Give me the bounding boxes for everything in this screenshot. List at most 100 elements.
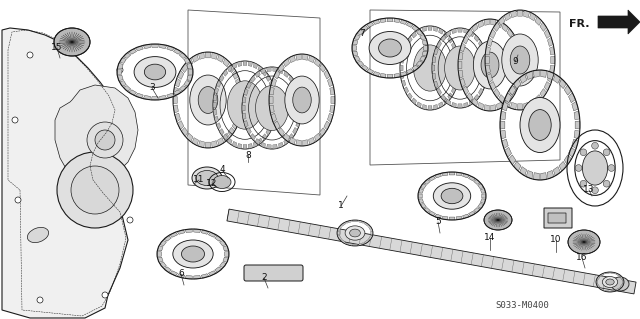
Polygon shape <box>328 78 333 87</box>
Polygon shape <box>269 123 274 129</box>
Polygon shape <box>177 70 184 79</box>
Polygon shape <box>170 232 178 237</box>
Polygon shape <box>284 138 289 145</box>
Polygon shape <box>457 65 460 71</box>
Ellipse shape <box>413 45 447 91</box>
Polygon shape <box>420 56 426 62</box>
Polygon shape <box>354 56 360 62</box>
Text: 15: 15 <box>51 43 63 53</box>
Polygon shape <box>442 216 448 220</box>
Polygon shape <box>438 102 444 108</box>
Polygon shape <box>273 109 276 115</box>
Polygon shape <box>173 87 179 95</box>
Text: 16: 16 <box>576 254 588 263</box>
Polygon shape <box>164 236 172 241</box>
Polygon shape <box>214 267 222 272</box>
Polygon shape <box>452 102 456 108</box>
Polygon shape <box>357 29 364 35</box>
Ellipse shape <box>227 81 262 129</box>
Polygon shape <box>509 155 516 165</box>
Polygon shape <box>533 173 540 180</box>
Polygon shape <box>246 128 252 135</box>
Polygon shape <box>216 81 221 87</box>
Ellipse shape <box>192 167 222 189</box>
Polygon shape <box>616 273 621 276</box>
Polygon shape <box>129 90 136 95</box>
Polygon shape <box>419 199 424 204</box>
Circle shape <box>580 149 587 156</box>
Polygon shape <box>511 10 516 18</box>
Polygon shape <box>493 22 500 32</box>
Polygon shape <box>198 52 204 59</box>
Polygon shape <box>559 79 566 89</box>
Polygon shape <box>491 105 496 111</box>
Polygon shape <box>502 139 508 149</box>
Polygon shape <box>269 96 273 104</box>
Polygon shape <box>517 10 523 16</box>
Polygon shape <box>432 56 436 63</box>
Polygon shape <box>357 61 364 67</box>
Polygon shape <box>412 65 419 71</box>
Polygon shape <box>406 22 413 27</box>
Polygon shape <box>463 28 468 33</box>
Ellipse shape <box>474 41 507 89</box>
Polygon shape <box>331 96 335 104</box>
Polygon shape <box>620 284 623 288</box>
Polygon shape <box>167 46 175 51</box>
Polygon shape <box>239 96 243 104</box>
Ellipse shape <box>379 39 401 57</box>
Polygon shape <box>271 87 276 94</box>
Circle shape <box>102 292 108 298</box>
Polygon shape <box>504 93 511 103</box>
Polygon shape <box>448 36 452 43</box>
Polygon shape <box>437 41 442 48</box>
Polygon shape <box>194 229 201 233</box>
Polygon shape <box>269 87 274 95</box>
Polygon shape <box>422 26 427 32</box>
Polygon shape <box>117 70 122 75</box>
Polygon shape <box>274 102 277 108</box>
Circle shape <box>575 165 582 171</box>
Polygon shape <box>346 243 351 246</box>
Ellipse shape <box>292 87 311 113</box>
Polygon shape <box>477 102 484 110</box>
Polygon shape <box>500 130 506 139</box>
Polygon shape <box>283 133 290 142</box>
Ellipse shape <box>173 240 213 268</box>
Polygon shape <box>218 137 224 146</box>
Polygon shape <box>262 134 267 140</box>
Polygon shape <box>194 276 201 279</box>
Polygon shape <box>237 105 243 113</box>
Polygon shape <box>477 184 484 189</box>
Polygon shape <box>177 230 185 234</box>
Polygon shape <box>533 70 540 77</box>
Polygon shape <box>456 172 463 176</box>
Polygon shape <box>406 69 413 74</box>
Polygon shape <box>514 161 521 171</box>
Text: 5: 5 <box>435 218 441 226</box>
Polygon shape <box>330 105 335 113</box>
Polygon shape <box>223 70 228 76</box>
Ellipse shape <box>145 64 166 80</box>
Polygon shape <box>212 141 218 148</box>
Polygon shape <box>175 78 180 87</box>
Polygon shape <box>467 28 473 37</box>
Polygon shape <box>143 44 150 48</box>
Polygon shape <box>435 214 442 219</box>
Ellipse shape <box>520 98 560 152</box>
Ellipse shape <box>441 188 463 204</box>
Polygon shape <box>547 170 554 179</box>
Polygon shape <box>364 222 369 226</box>
Polygon shape <box>167 93 175 98</box>
Polygon shape <box>340 240 346 243</box>
Polygon shape <box>574 111 580 120</box>
Polygon shape <box>159 262 166 268</box>
Polygon shape <box>479 88 483 95</box>
Polygon shape <box>408 36 412 43</box>
Polygon shape <box>485 65 490 74</box>
Circle shape <box>117 67 123 73</box>
Polygon shape <box>225 252 229 256</box>
Polygon shape <box>432 73 436 80</box>
Polygon shape <box>358 220 364 223</box>
Ellipse shape <box>196 170 218 186</box>
